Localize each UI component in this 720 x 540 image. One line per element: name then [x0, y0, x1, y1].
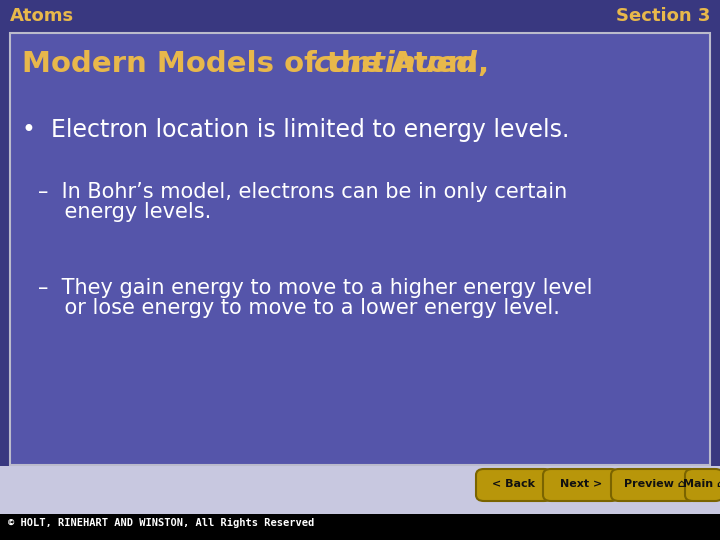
Text: Section 3: Section 3: [616, 7, 710, 25]
Text: continued: continued: [314, 50, 477, 78]
Text: •  Electron location is limited to energy levels.: • Electron location is limited to energy…: [22, 118, 570, 142]
Text: License Agreement: License Agreement: [518, 516, 631, 526]
Text: Credits: Credits: [433, 516, 475, 526]
Text: or lose energy to move to a lower energy level.: or lose energy to move to a lower energy…: [38, 298, 560, 318]
Text: Main ⌂: Main ⌂: [683, 479, 720, 489]
Text: < Back: < Back: [492, 479, 536, 489]
Text: –  They gain energy to move to a higher energy level: – They gain energy to move to a higher e…: [38, 278, 593, 298]
Text: Modern Models of the Atom,: Modern Models of the Atom,: [22, 50, 499, 78]
Text: © HOLT, RINEHART AND WINSTON, All Rights Reserved: © HOLT, RINEHART AND WINSTON, All Rights…: [8, 518, 314, 528]
Text: energy levels.: energy levels.: [38, 202, 211, 222]
Text: Preview ⌂: Preview ⌂: [624, 479, 686, 489]
Text: –  In Bohr’s model, electrons can be in only certain: – In Bohr’s model, electrons can be in o…: [38, 182, 567, 202]
Text: Atoms: Atoms: [10, 7, 74, 25]
Text: Next >: Next >: [560, 479, 602, 489]
